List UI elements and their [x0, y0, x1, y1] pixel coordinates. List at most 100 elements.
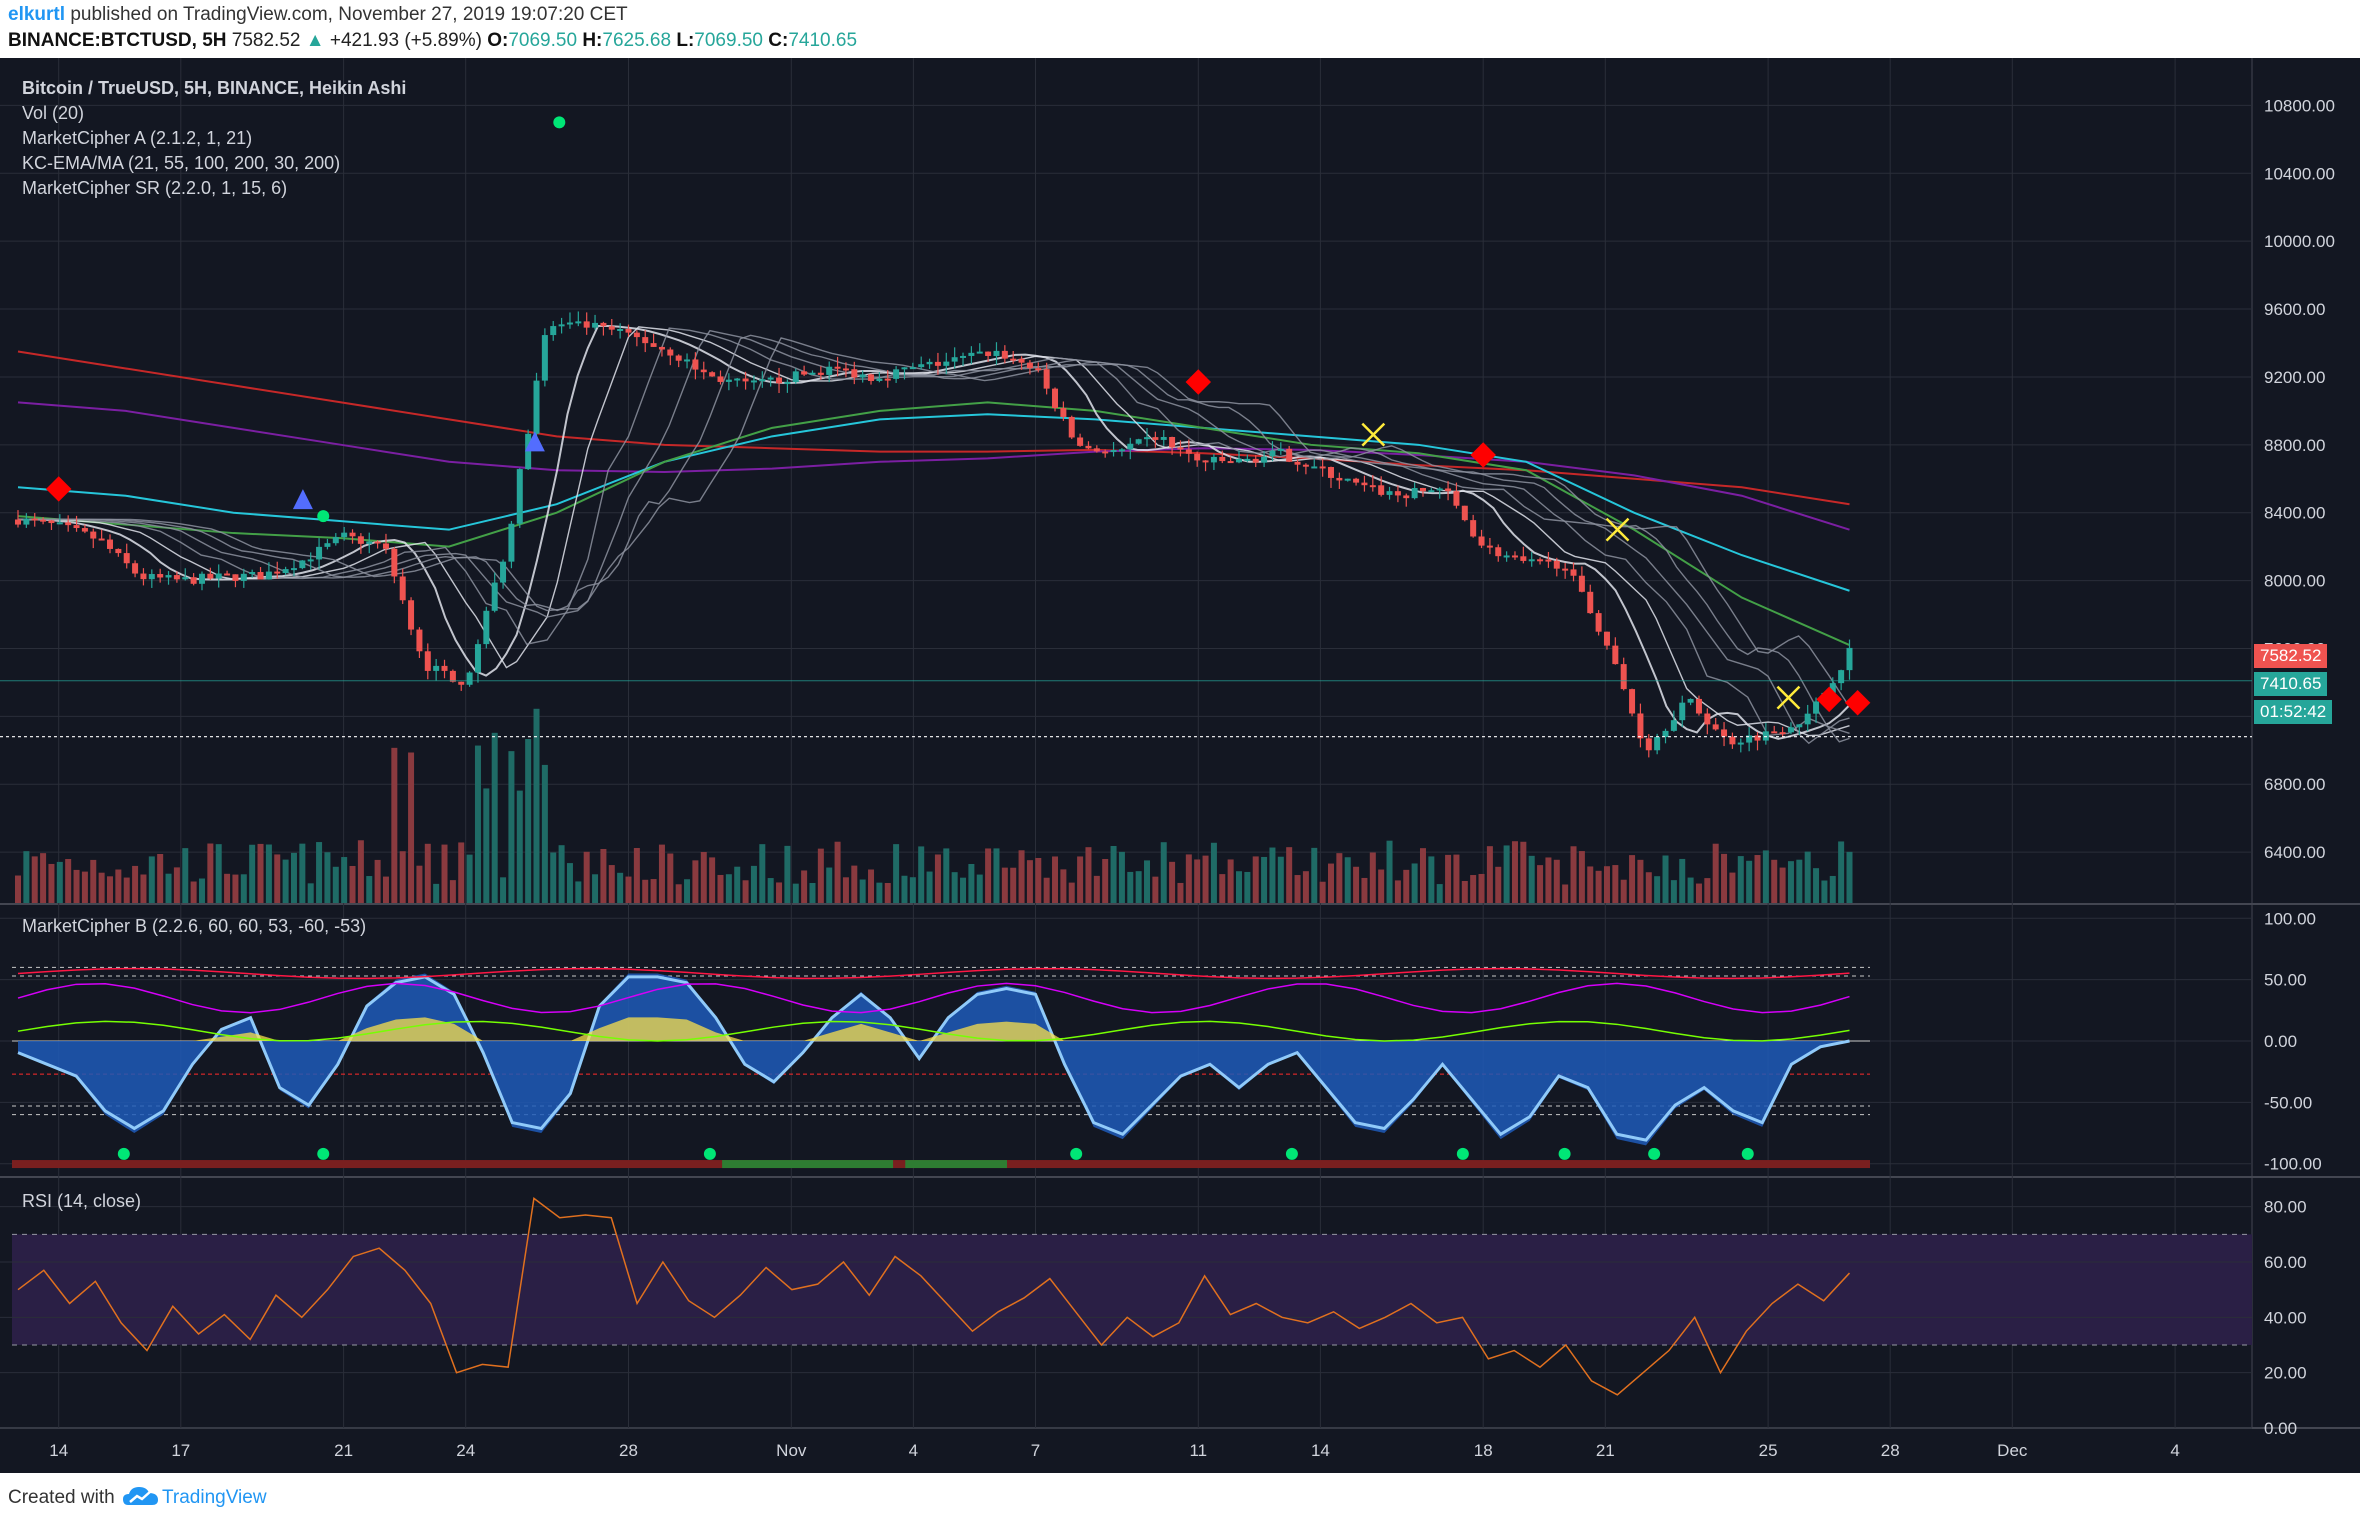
volume-bar: [374, 859, 381, 903]
candle-body: [1394, 491, 1401, 496]
symbol-label: BINANCE:BTCTUSD, 5H: [8, 30, 227, 51]
candle-body: [1445, 488, 1452, 492]
volume-bar: [1436, 884, 1443, 903]
candle-body: [1277, 448, 1284, 451]
volume-bar: [575, 881, 582, 903]
volume-bar: [943, 848, 950, 903]
candle-body: [1052, 388, 1059, 409]
y-tick-label: 100.00: [2264, 909, 2316, 928]
volume-bar: [1587, 866, 1594, 903]
author-link[interactable]: elkurtl: [8, 4, 66, 25]
candle-body: [1495, 547, 1502, 557]
volume-bar: [1721, 853, 1728, 903]
candle-body: [1453, 491, 1460, 506]
volume-bar: [700, 851, 707, 903]
last-price-tag: 7582.52: [2254, 644, 2328, 668]
volume-bar: [240, 874, 247, 903]
candle-body: [1386, 491, 1393, 495]
volume-bar: [960, 877, 967, 903]
status-bar-green: [905, 1160, 1008, 1169]
volume-bar: [558, 845, 565, 903]
candle-body: [408, 600, 415, 630]
volume-bar: [182, 848, 189, 903]
volume-bar: [1495, 866, 1502, 903]
candle-body: [23, 518, 30, 525]
volume-bar: [742, 880, 749, 903]
candle-body: [1060, 408, 1067, 417]
volume-bar: [842, 877, 849, 903]
candle-body: [558, 324, 565, 327]
volume-bar: [1110, 845, 1117, 903]
x-tick-label: 25: [1759, 1441, 1778, 1460]
candle-body: [625, 328, 632, 333]
candle-body: [742, 378, 749, 382]
volume-bar: [48, 863, 55, 903]
green-dot-marker: [553, 116, 566, 129]
candle-body: [842, 368, 849, 371]
vol-legend: Vol (20): [22, 103, 85, 123]
x-tick-label: 14: [49, 1441, 68, 1460]
volume-bar: [1729, 872, 1736, 903]
candle-body: [776, 377, 783, 384]
volume-bar: [525, 739, 532, 903]
open-label: O:: [487, 30, 509, 51]
candle-body: [642, 337, 649, 344]
candle-body: [1687, 698, 1694, 703]
volume-bar: [458, 842, 465, 903]
candle-body: [265, 571, 272, 580]
candle-body: [767, 377, 774, 380]
volume-bar: [1252, 856, 1259, 903]
rsi-band: [12, 1234, 2252, 1345]
candle-body: [207, 573, 214, 579]
volume-bar: [1662, 855, 1669, 903]
candle-body: [1236, 458, 1242, 463]
candle-body: [1654, 736, 1661, 751]
volume-bar: [1746, 860, 1753, 903]
chart-area[interactable]: 14 17 21 24 28 Nov 4 7 11 14 18 21 25 28 Dec 4 10800.00 1…: [0, 58, 2360, 1473]
volume-bar: [332, 866, 339, 903]
candle-body: [1629, 689, 1636, 714]
volume-bar: [692, 860, 699, 903]
volume-bar: [282, 859, 289, 903]
volume-bar: [1277, 856, 1284, 903]
low-value: 7069.50: [694, 30, 763, 51]
volume-bar: [1194, 859, 1201, 903]
volume-bar: [1503, 845, 1510, 903]
volume-bar: [40, 853, 47, 903]
volume-bar: [1670, 880, 1677, 903]
candle-body: [1796, 724, 1803, 728]
volume-bar: [98, 872, 105, 903]
volume-bar: [817, 848, 824, 903]
buy-dot-marker: [1741, 1147, 1754, 1160]
volume-bar: [148, 856, 155, 903]
volume-bar: [1261, 856, 1268, 903]
candle-body: [1319, 466, 1326, 469]
volume-bar: [508, 751, 515, 903]
candle-body: [1018, 358, 1025, 363]
volume-bar: [349, 865, 356, 903]
volume-bar: [1461, 880, 1468, 903]
candle-body: [1043, 369, 1050, 389]
volume-bar: [483, 788, 490, 903]
y-tick-label: 0.00: [2264, 1419, 2297, 1438]
chart-canvas[interactable]: 14 17 21 24 28 Nov 4 7 11 14 18 21 25 28 Dec 4 10800.00 1…: [0, 58, 2360, 1473]
volume-bar: [366, 876, 373, 903]
y-tick-label: 8400.00: [2264, 504, 2325, 523]
candle-body: [1545, 559, 1552, 562]
buy-dot-marker: [317, 1147, 330, 1160]
tradingview-brand-link[interactable]: TradingView: [162, 1487, 267, 1508]
volume-bar: [382, 876, 389, 903]
volume-bar: [658, 844, 665, 903]
mcb-legend: MarketCipher B (2.2.6, 60, 60, 53, -60, …: [22, 916, 367, 936]
volume-bar: [1286, 847, 1293, 903]
y-tick-label: 10000.00: [2264, 232, 2335, 251]
candle-body: [1403, 495, 1410, 499]
candle-body: [1528, 559, 1535, 562]
volume-bar: [1361, 877, 1368, 903]
volume-bar: [650, 879, 657, 903]
candle-body: [332, 537, 339, 544]
open-value: 7069.50: [508, 30, 578, 51]
volume-bar: [1779, 867, 1786, 903]
volume-bar: [1612, 865, 1619, 903]
volume-bar: [1244, 871, 1251, 903]
